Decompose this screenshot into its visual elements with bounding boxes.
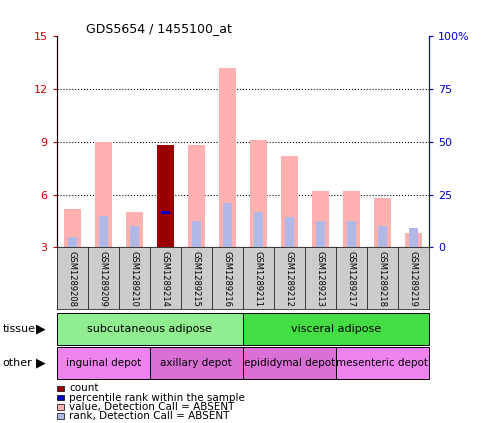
Bar	[254, 212, 263, 247]
Bar	[223, 203, 232, 247]
Bar	[99, 216, 108, 247]
Bar	[95, 142, 112, 247]
Bar	[316, 221, 325, 247]
Text: GSM1289217: GSM1289217	[347, 250, 356, 307]
Text: GSM1289208: GSM1289208	[68, 250, 77, 307]
Text: GSM1289213: GSM1289213	[316, 250, 325, 307]
Bar	[405, 233, 422, 247]
Bar	[57, 347, 150, 379]
Bar	[130, 226, 139, 247]
Text: epididymal depot: epididymal depot	[244, 358, 335, 368]
Text: GSM1289211: GSM1289211	[254, 250, 263, 306]
Bar	[157, 145, 174, 247]
Text: GSM1289210: GSM1289210	[130, 250, 139, 306]
Text: other: other	[2, 358, 32, 368]
Bar	[409, 228, 418, 247]
Text: visceral adipose: visceral adipose	[291, 324, 381, 334]
Bar	[374, 198, 391, 247]
Text: tissue: tissue	[2, 324, 35, 334]
Text: GSM1289215: GSM1289215	[192, 250, 201, 306]
Text: count: count	[69, 383, 99, 393]
Bar	[347, 221, 356, 247]
Text: percentile rank within the sample: percentile rank within the sample	[69, 393, 245, 403]
Bar	[57, 313, 243, 345]
Bar	[157, 145, 174, 247]
Text: GSM1289219: GSM1289219	[409, 250, 418, 306]
Text: mesenteric depot: mesenteric depot	[336, 358, 428, 368]
Bar	[243, 313, 429, 345]
Bar	[284, 217, 294, 247]
Text: GSM1289214: GSM1289214	[161, 250, 170, 306]
Text: value, Detection Call = ABSENT: value, Detection Call = ABSENT	[69, 402, 235, 412]
Bar	[250, 140, 267, 247]
Bar	[188, 145, 205, 247]
Text: GSM1289216: GSM1289216	[223, 250, 232, 307]
Bar	[343, 191, 360, 247]
Text: subcutaneous adipose: subcutaneous adipose	[87, 324, 212, 334]
Bar	[161, 219, 170, 247]
Text: GDS5654 / 1455100_at: GDS5654 / 1455100_at	[86, 22, 232, 35]
Text: GSM1289209: GSM1289209	[99, 250, 108, 306]
Text: inguinal depot: inguinal depot	[66, 358, 141, 368]
Bar	[219, 68, 236, 247]
Text: rank, Detection Call = ABSENT: rank, Detection Call = ABSENT	[69, 411, 229, 421]
Text: ▶: ▶	[36, 322, 46, 335]
Bar	[281, 156, 298, 247]
Bar	[378, 226, 387, 247]
Bar	[126, 212, 143, 247]
Bar	[243, 347, 336, 379]
Text: GSM1289212: GSM1289212	[285, 250, 294, 306]
Bar	[312, 191, 329, 247]
Text: GSM1289218: GSM1289218	[378, 250, 387, 307]
Text: axillary depot: axillary depot	[160, 358, 232, 368]
Bar	[64, 209, 81, 247]
Bar	[161, 211, 170, 214]
Bar	[150, 347, 243, 379]
Bar	[336, 347, 429, 379]
Bar	[192, 221, 201, 247]
Bar	[68, 237, 77, 247]
Text: ▶: ▶	[36, 356, 46, 369]
